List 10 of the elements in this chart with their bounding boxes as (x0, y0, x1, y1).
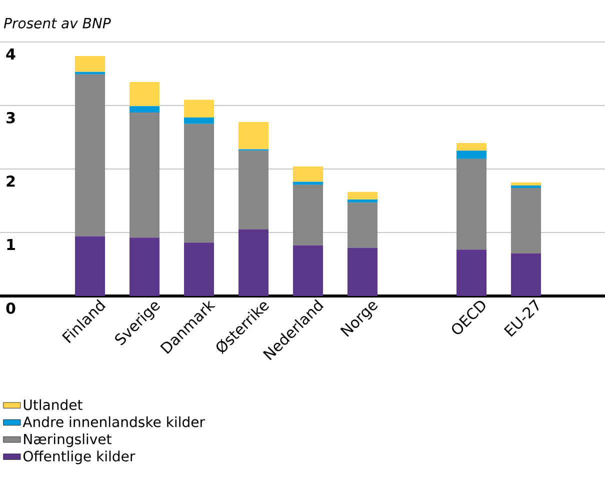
y-tick-label: 4 (6, 48, 16, 60)
legend-label: Andre innenlandske kilder (22, 416, 205, 428)
y-tick-label: 2 (6, 176, 15, 187)
legend-label: Næringslivet (24, 434, 112, 448)
legend-label: Offentlige kilder (23, 450, 136, 464)
y-tick-label: 1 (7, 239, 15, 250)
legend-label: Utlandet (24, 399, 82, 410)
y-tick-label: 3 (6, 112, 15, 124)
y-axis-title: Prosent av BNP (4, 18, 111, 28)
y-tick-label: 0 (6, 302, 16, 314)
